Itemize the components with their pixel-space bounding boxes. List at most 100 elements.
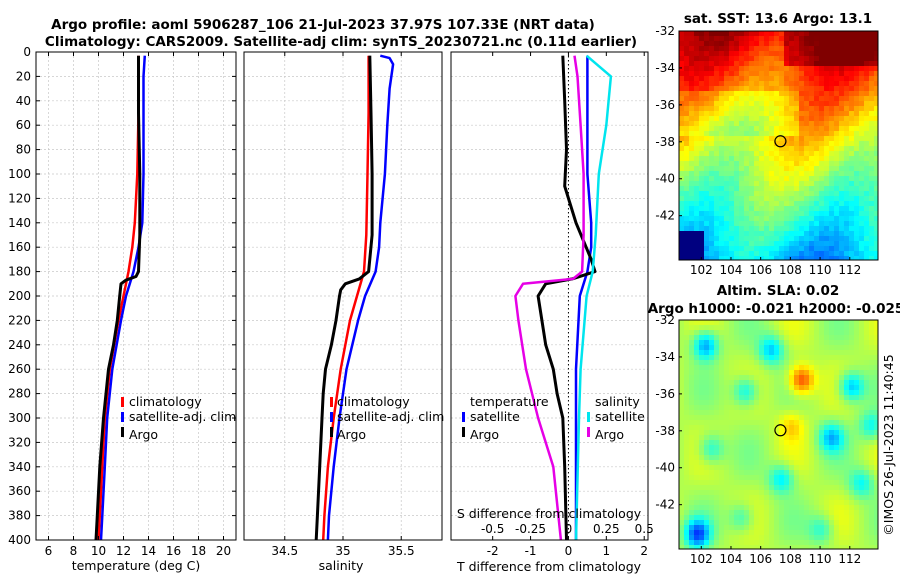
sla-cell <box>734 400 740 406</box>
sst-cell <box>804 61 810 67</box>
sst-cell <box>814 256 820 260</box>
sla-cell <box>784 475 790 481</box>
sst-cell <box>709 186 715 192</box>
sst-cell <box>779 216 785 222</box>
sla-cell <box>849 450 855 456</box>
sla-cell <box>859 470 865 476</box>
sst-cell <box>754 186 760 192</box>
sst-cell <box>724 201 730 207</box>
sst-cell <box>814 56 820 62</box>
sla-cell <box>769 405 775 411</box>
sst-cell <box>724 206 730 212</box>
sla-cell <box>864 385 870 391</box>
sla-cell <box>854 485 860 491</box>
sla-cell <box>829 485 835 491</box>
sst-cell <box>789 136 795 142</box>
sla-cell <box>779 370 785 376</box>
sst-cell <box>739 181 745 187</box>
sst-cell <box>779 96 785 102</box>
sla-cell <box>854 350 860 356</box>
sla-cell <box>794 320 800 326</box>
sla-cell <box>714 520 720 526</box>
sla-cell <box>859 445 865 451</box>
sst-cell <box>729 81 735 87</box>
sla-cell <box>679 380 685 386</box>
sla-cell <box>779 325 785 331</box>
sla-cell <box>689 525 695 531</box>
sla-cell <box>854 415 860 421</box>
sla-cell <box>704 395 710 401</box>
sla-cell <box>829 395 835 401</box>
sst-cell <box>829 41 835 47</box>
sla-cell <box>689 370 695 376</box>
sst-cell <box>869 76 875 82</box>
sla-cell <box>709 415 715 421</box>
sla-cell <box>819 335 825 341</box>
sst-cell <box>804 171 810 177</box>
sst-cell <box>754 166 760 172</box>
sst-cell <box>874 116 878 122</box>
sla-cell <box>834 505 840 511</box>
sst-cell <box>809 256 815 260</box>
sla-cell <box>869 365 875 371</box>
sst-cell <box>814 226 820 232</box>
sla-cell <box>719 385 725 391</box>
sst-cell <box>869 231 875 237</box>
sla-cell <box>844 375 850 381</box>
sla-cell <box>749 360 755 366</box>
sla-cell <box>829 505 835 511</box>
sst-cell <box>769 201 775 207</box>
sla-cell <box>759 515 765 521</box>
sla-cell <box>794 370 800 376</box>
sst-cell <box>804 161 810 167</box>
sst-cell <box>849 236 855 242</box>
sst-cell <box>679 206 685 212</box>
sst-cell <box>689 131 695 137</box>
sst-cell <box>684 256 690 260</box>
sst-cell <box>694 126 700 132</box>
sst-cell <box>689 206 695 212</box>
sst-cell <box>744 166 750 172</box>
sst-cell <box>679 101 685 107</box>
sst-cell <box>804 251 810 257</box>
sla-cell <box>874 545 878 549</box>
sst-cell <box>824 46 830 52</box>
sst-cell <box>829 36 835 42</box>
sst-cell <box>799 181 805 187</box>
sst-cell <box>829 126 835 132</box>
sst-cell <box>689 201 695 207</box>
t-difference-label: T difference from climatology <box>456 559 642 574</box>
sla-cell <box>689 335 695 341</box>
sst-cell <box>699 46 705 52</box>
sla-cell <box>809 545 815 549</box>
sst-cell <box>679 86 685 92</box>
sla-cell <box>689 445 695 451</box>
sla-cell <box>859 390 865 396</box>
sst-cell <box>869 236 875 242</box>
sst-cell <box>679 136 685 142</box>
difference-x-ticks: -2 -1 0 1 2 <box>487 52 648 558</box>
sla-cell <box>864 515 870 521</box>
sst-cell <box>814 51 820 57</box>
sla-cell <box>714 415 720 421</box>
sst-cell <box>859 196 865 202</box>
sla-cell <box>724 320 730 326</box>
sla-cell <box>849 540 855 546</box>
sst-cell <box>739 171 745 177</box>
sla-cell <box>814 510 820 516</box>
sst-cell <box>734 241 740 247</box>
sla-cell <box>799 530 805 536</box>
sst-cell <box>734 136 740 142</box>
sla-cell <box>789 515 795 521</box>
sla-cell <box>774 475 780 481</box>
sla-cell <box>759 425 765 431</box>
sst-cell <box>744 246 750 252</box>
depth-tick-label: 220 <box>8 313 31 327</box>
sla-cell <box>759 535 765 541</box>
depth-tick-label: 120 <box>8 191 31 205</box>
sst-cell <box>839 166 845 172</box>
sst-cell <box>774 221 780 227</box>
sla-cell <box>699 370 705 376</box>
sla-cell <box>774 330 780 336</box>
sst-cell <box>839 221 845 227</box>
